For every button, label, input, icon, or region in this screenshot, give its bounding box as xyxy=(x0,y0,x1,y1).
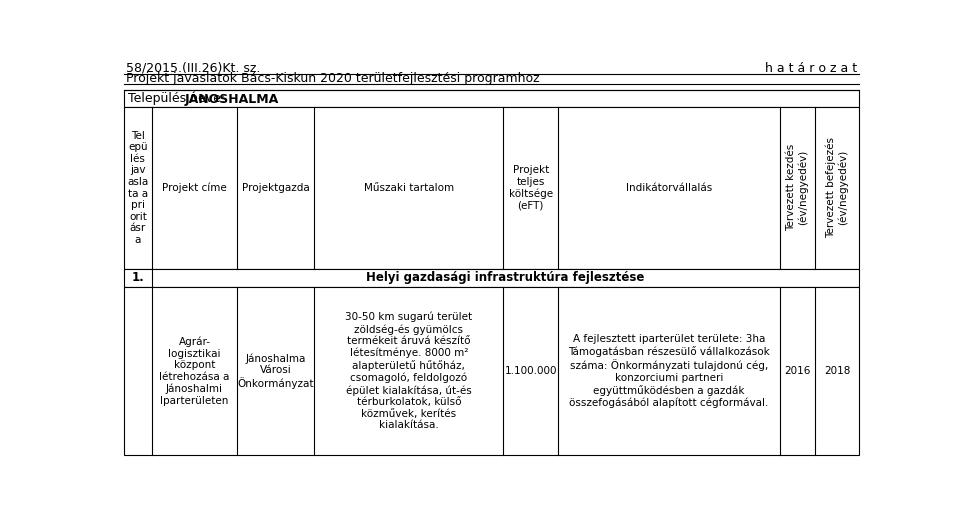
Bar xyxy=(124,90,859,107)
Text: JÁNOSHALMA: JÁNOSHALMA xyxy=(185,91,279,106)
Bar xyxy=(124,269,859,287)
Text: 30-50 km sugarú terület
zöldség-és gyümölcs
termékeit áruvá készítő
létesítménye: 30-50 km sugarú terület zöldség-és gyümö… xyxy=(345,312,473,430)
Text: Tel
epü
lés
jav
asla
ta a
pri
orit
ásr
a: Tel epü lés jav asla ta a pri orit ásr a xyxy=(128,131,149,245)
Text: Projektgazda: Projektgazda xyxy=(242,183,310,193)
Bar xyxy=(124,287,859,455)
Text: Tervezett befejezés
(év/negyedév): Tervezett befejezés (év/negyedév) xyxy=(826,137,849,239)
Text: Projekt
teljes
költsége
(eFT): Projekt teljes költsége (eFT) xyxy=(508,165,552,210)
Text: Agrár-
logisztikai
központ
létrehozása a
Jánoshalmi
Iparterületen: Agrár- logisztikai központ létrehozása a… xyxy=(159,337,230,406)
Text: Indikátorvállalás: Indikátorvállalás xyxy=(626,183,713,193)
Text: Tervezett kezdés
(év/negyedév): Tervezett kezdés (év/negyedév) xyxy=(786,144,808,231)
Text: 2016: 2016 xyxy=(784,366,810,376)
Text: 1.: 1. xyxy=(131,271,144,284)
Text: 1.100.000: 1.100.000 xyxy=(504,366,557,376)
Text: Település neve:: Település neve: xyxy=(128,92,229,105)
Text: Műszaki tartalom: Műszaki tartalom xyxy=(363,183,454,193)
Text: Helyi gazdasági infrastruktúra fejlesztése: Helyi gazdasági infrastruktúra fejleszté… xyxy=(366,271,644,284)
Text: Projekt címe: Projekt címe xyxy=(162,183,227,193)
Text: h a t á r o z a t: h a t á r o z a t xyxy=(764,62,857,75)
Text: Jánoshalma
Városi
Önkormányzat: Jánoshalma Városi Önkormányzat xyxy=(238,353,314,389)
Text: A fejlesztett iparterület területe: 3ha
Támogatásban részesülő vállalkozások
szá: A fejlesztett iparterület területe: 3ha … xyxy=(568,334,770,408)
Text: 2018: 2018 xyxy=(824,366,851,376)
Text: 58/2015.(III.26)Kt. sz.: 58/2015.(III.26)Kt. sz. xyxy=(126,62,261,75)
Text: Projekt javaslatok Bács-Kiskun 2020 területfejlesztési programhoz: Projekt javaslatok Bács-Kiskun 2020 terü… xyxy=(126,72,540,85)
Bar xyxy=(124,107,859,269)
